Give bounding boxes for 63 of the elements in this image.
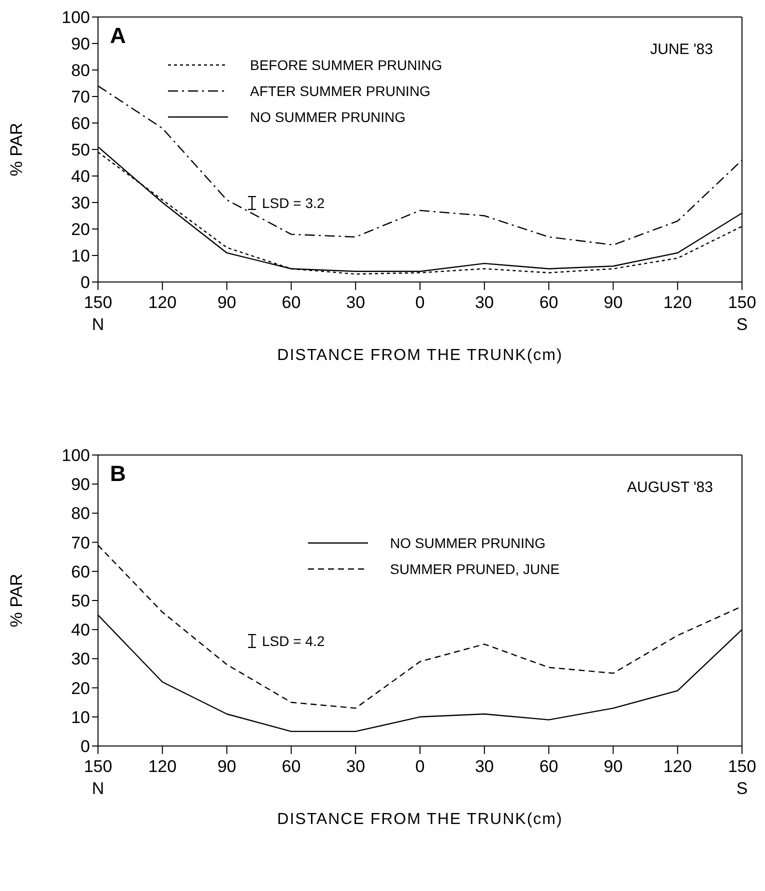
chart-title: A: [110, 23, 126, 49]
x-tick-label: 120: [663, 757, 692, 776]
y-tick-label: 60: [71, 114, 90, 134]
x-tick-label: 60: [539, 757, 558, 776]
x-tick-label: 150: [728, 757, 756, 776]
x-tick-label: 90: [604, 293, 623, 312]
y-tick-label: 50: [71, 592, 90, 611]
y-axis-title: % PAR: [7, 574, 26, 628]
x-tick-label: 60: [282, 293, 301, 312]
legend-label: BEFORE SUMMER PRUNING: [250, 57, 442, 73]
x-tick-label: 30: [346, 293, 366, 312]
y-tick-label: 20: [71, 678, 90, 698]
y-tick-label: 90: [71, 475, 90, 494]
y-tick-label: 30: [71, 194, 90, 213]
x-tick-label: 30: [346, 757, 366, 776]
chart-title: B: [110, 461, 126, 487]
y-tick-label: 80: [71, 504, 90, 524]
y-tick-label: 100: [62, 446, 90, 466]
annotation: LSD = 4.2: [262, 633, 325, 650]
text: AUGUST '83: [627, 479, 713, 496]
y-axis-title: % PAR: [7, 122, 26, 176]
x-tick-label: 0: [415, 757, 425, 776]
y-tick-label: 20: [71, 220, 90, 240]
y-tick-label: 0: [80, 737, 90, 756]
text: N: [92, 779, 104, 798]
x-tick-label: 90: [604, 757, 623, 776]
y-tick-label: 0: [80, 273, 90, 292]
y-tick-label: 100: [62, 8, 90, 28]
y-tick-label: 70: [71, 533, 90, 552]
y-tick-label: 60: [71, 562, 90, 582]
y-tick-label: 40: [71, 620, 90, 640]
y-tick-label: 40: [71, 167, 90, 186]
x-tick-label: 150: [84, 757, 112, 776]
x-axis-title: DISTANCE FROM THE TRUNK(cm): [277, 347, 563, 364]
x-tick-label: 90: [217, 293, 236, 312]
x-tick-label: 120: [148, 757, 177, 776]
x-tick-label: 60: [282, 757, 301, 776]
x-tick-label: 90: [217, 757, 236, 776]
x-tick-label: 0: [415, 293, 425, 312]
text: S: [736, 315, 748, 334]
x-tick-label: 30: [474, 757, 494, 776]
y-tick-label: 80: [71, 61, 90, 80]
y-tick-label: 10: [71, 246, 90, 266]
x-tick-label: 30: [474, 293, 494, 312]
y-tick-label: 30: [71, 650, 90, 669]
x-tick-label: 120: [148, 293, 177, 312]
legend-label: NO SUMMER PRUNING: [250, 109, 406, 125]
text: N: [92, 315, 104, 334]
text: JUNE '83: [650, 41, 713, 58]
y-tick-label: 50: [71, 140, 90, 160]
annotation: LSD = 3.2: [262, 195, 325, 212]
x-tick-label: 60: [539, 293, 558, 312]
text: S: [736, 779, 748, 798]
y-tick-label: 70: [71, 88, 90, 107]
x-tick-label: 150: [728, 293, 756, 312]
legend-label: SUMMER PRUNED, JUNE: [390, 561, 560, 577]
x-tick-label: 120: [663, 293, 692, 312]
y-tick-label: 10: [71, 708, 90, 727]
legend-label: NO SUMMER PRUNING: [390, 535, 546, 551]
x-tick-label: 150: [84, 293, 112, 312]
x-axis-title: DISTANCE FROM THE TRUNK(cm): [277, 811, 563, 828]
y-tick-label: 90: [71, 34, 90, 54]
legend-label: AFTER SUMMER PRUNING: [250, 83, 430, 99]
